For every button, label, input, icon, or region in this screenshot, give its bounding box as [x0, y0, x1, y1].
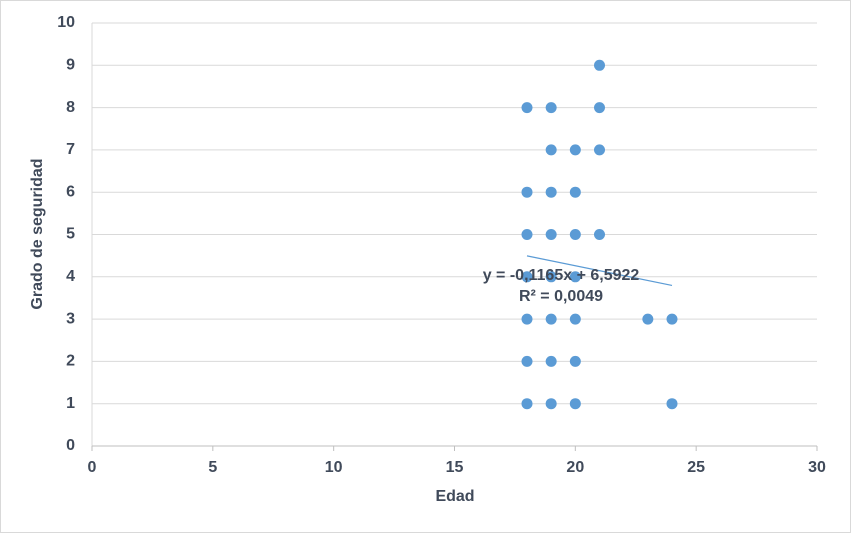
- x-tick-label: 15: [446, 459, 464, 476]
- y-tick-label: 8: [66, 99, 75, 116]
- data-point: [594, 102, 605, 114]
- y-axis-title: Grado de seguridad: [29, 158, 46, 309]
- data-point: [569, 398, 581, 410]
- data-point: [594, 59, 605, 71]
- data-point: [521, 229, 533, 240]
- y-tick-label: 7: [66, 141, 75, 158]
- x-tick-label: 20: [566, 459, 584, 476]
- data-point: [545, 102, 557, 114]
- y-tick-label: 5: [66, 226, 75, 243]
- x-axis-title: Edad: [435, 488, 474, 505]
- data-point: [545, 144, 557, 156]
- x-tick-label: 5: [208, 459, 217, 476]
- data-point: [569, 355, 581, 367]
- x-tick-label: 10: [325, 459, 343, 476]
- y-tick-label: 6: [66, 183, 75, 200]
- data-point: [521, 102, 533, 114]
- trendline-equation: y = -0,1165x + 6,5922: [483, 267, 640, 284]
- data-point: [545, 229, 557, 240]
- y-tick-label: 1: [66, 395, 75, 412]
- data-point: [594, 229, 605, 240]
- trendline: [526, 255, 673, 287]
- data-point: [545, 398, 557, 410]
- y-tick-label: 4: [66, 268, 75, 285]
- data-point: [594, 144, 605, 156]
- data-point: [569, 144, 581, 156]
- data-point: [642, 313, 654, 325]
- data-point: [521, 398, 533, 410]
- data-point: [545, 313, 557, 325]
- y-tick-label: 3: [66, 310, 75, 327]
- data-point: [545, 355, 557, 367]
- data-point: [569, 271, 581, 283]
- y-tick-label: 2: [66, 353, 75, 370]
- data-point: [521, 355, 533, 367]
- trendline-r2: R² = 0,0049: [519, 288, 603, 305]
- y-tick-label: 10: [57, 14, 75, 31]
- y-tick-label: 9: [66, 57, 75, 74]
- data-point: [569, 313, 581, 325]
- data-point: [666, 313, 678, 325]
- y-tick-label: 0: [66, 437, 75, 454]
- data-point: [569, 229, 581, 240]
- data-point: [666, 398, 678, 410]
- data-point: [545, 186, 557, 198]
- x-tick-label: 25: [687, 459, 705, 476]
- data-point: [521, 271, 533, 283]
- x-tick-label: 30: [808, 459, 826, 476]
- data-point: [521, 186, 533, 198]
- data-point: [545, 271, 557, 283]
- x-tick-label: 0: [88, 459, 97, 476]
- data-point: [569, 186, 581, 198]
- data-point: [521, 313, 533, 325]
